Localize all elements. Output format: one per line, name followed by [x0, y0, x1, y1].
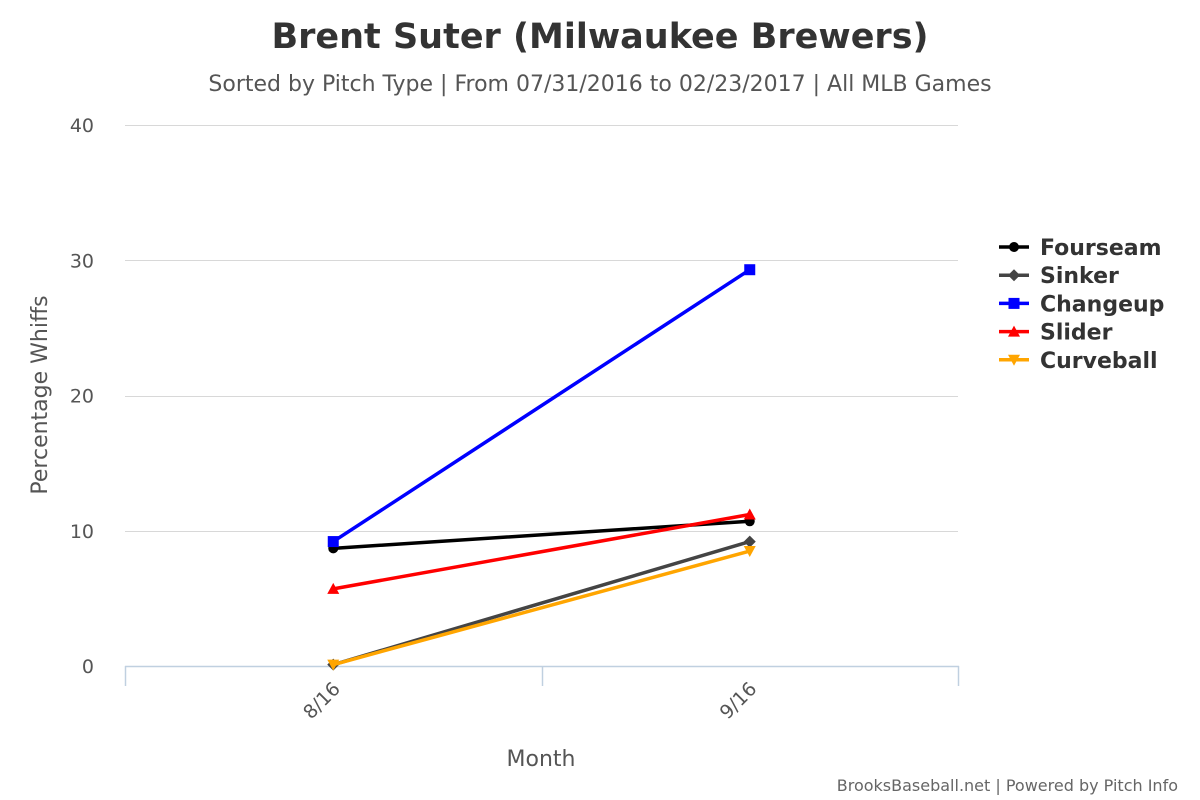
legend-item-curveball[interactable]: Curveball — [999, 349, 1158, 374]
x-axis-ticks: 8/16 9/16 — [299, 678, 761, 724]
legend-marker-changeup — [1008, 297, 1020, 309]
legend-item-fourseam[interactable]: Fourseam — [999, 236, 1162, 261]
series-group — [327, 264, 756, 671]
legend-item-slider[interactable]: Slider — [999, 321, 1113, 346]
credits[interactable]: BrooksBaseball.net | Powered by Pitch In… — [837, 776, 1178, 795]
legend-marker-sinker — [1008, 269, 1020, 282]
legend-item-changeup[interactable]: Changeup — [999, 292, 1164, 317]
y-tick-label: 10 — [70, 521, 94, 543]
legend-label: Curveball — [1040, 349, 1158, 374]
legend-label: Sinker — [1040, 264, 1119, 289]
legend-label: Changeup — [1040, 292, 1164, 317]
chart-title: Brent Suter (Milwaukee Brewers) — [271, 17, 928, 57]
y-tick-label: 0 — [82, 656, 94, 678]
legend-marker-curveball — [1008, 354, 1020, 366]
legend-item-sinker[interactable]: Sinker — [999, 264, 1119, 289]
y-tick-label: 20 — [70, 386, 94, 408]
data-point-sinker[interactable] — [743, 535, 756, 548]
y-tick-label: 30 — [70, 250, 94, 272]
x-axis-title: Month — [507, 747, 576, 772]
data-point-changeup[interactable] — [327, 536, 339, 548]
data-point-slider[interactable] — [327, 582, 340, 594]
series-line-changeup[interactable] — [331, 267, 752, 544]
series-line-curveball[interactable] — [331, 549, 752, 667]
y-axis-ticks: 0 10 20 30 40 — [70, 115, 94, 678]
data-point-curveball[interactable] — [743, 546, 756, 558]
data-point-changeup[interactable] — [744, 264, 756, 276]
chart-subtitle: Sorted by Pitch Type | From 07/31/2016 t… — [208, 72, 991, 97]
legend-label: Slider — [1040, 321, 1113, 346]
legend-marker-slider — [1008, 325, 1020, 337]
data-point-slider[interactable] — [743, 508, 756, 520]
series-line-slider[interactable] — [331, 512, 752, 591]
x-tick-label: 9/16 — [716, 678, 762, 724]
legend: Fourseam Sinker Changeup Slider Curveball — [999, 236, 1164, 374]
x-tick-label: 8/16 — [299, 678, 345, 724]
y-tick-label: 40 — [70, 115, 94, 137]
data-point-curveball[interactable] — [327, 659, 340, 671]
legend-label: Fourseam — [1040, 236, 1162, 261]
x-axis — [124, 665, 960, 686]
grid-lines — [125, 125, 958, 532]
y-axis-title: Percentage Whiffs — [28, 295, 53, 494]
legend-marker-fourseam — [1009, 242, 1019, 252]
